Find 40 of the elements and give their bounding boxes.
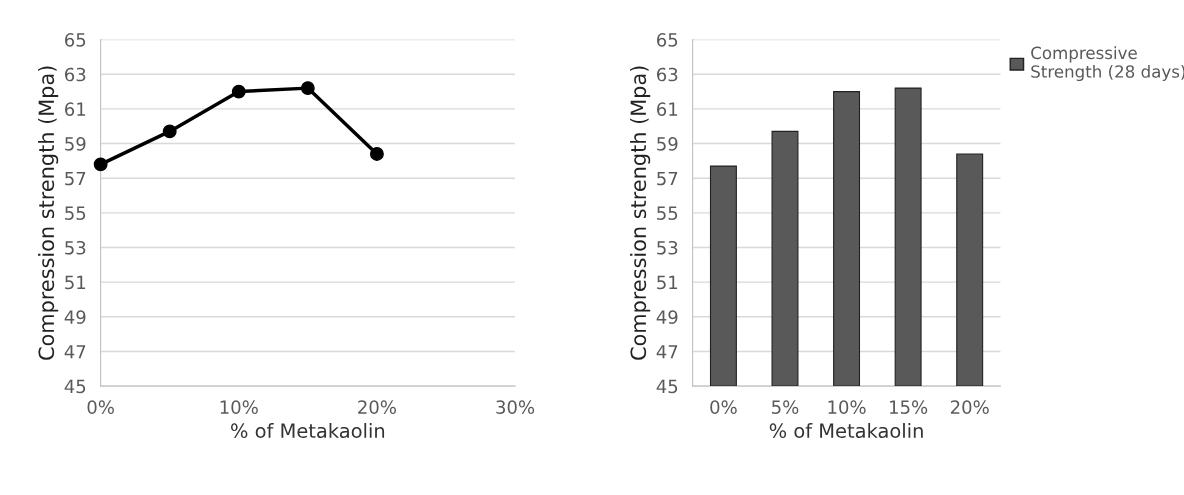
y-axis-title: Compression strength (Mpa) bbox=[630, 66, 651, 360]
x-axis-title: % of Metakaolin bbox=[769, 423, 923, 439]
y-tick-label: 55 bbox=[65, 206, 86, 220]
point bbox=[93, 157, 108, 172]
y-tick-label: 57 bbox=[65, 171, 86, 186]
x-tick-label: 0% bbox=[710, 400, 737, 414]
point bbox=[231, 84, 246, 99]
y-tick-label: 61 bbox=[65, 102, 86, 117]
y-tick-label: 47 bbox=[656, 345, 678, 359]
y-tick-label: 45 bbox=[656, 379, 678, 394]
y-axis-title: Compression strength (Mpa) bbox=[38, 66, 59, 360]
y-tick-label: 53 bbox=[65, 240, 86, 255]
x-tick-label: 15% bbox=[890, 400, 928, 414]
y-tick-label: 53 bbox=[657, 240, 678, 255]
y-tick-label: 57 bbox=[657, 171, 678, 186]
x-tick-label: 20% bbox=[950, 400, 989, 414]
y-tick-label: 63 bbox=[657, 67, 678, 82]
x-axis-title: % of Metakaolin bbox=[231, 423, 385, 439]
y-tick-label: 47 bbox=[64, 345, 86, 359]
point bbox=[369, 146, 384, 161]
y-tick-label: 65 bbox=[65, 33, 86, 47]
y-tick-label: 55 bbox=[657, 206, 678, 220]
y-tick-label: 59 bbox=[657, 137, 678, 151]
y-tick-label: 59 bbox=[65, 137, 86, 151]
y-tick-label: 51 bbox=[65, 275, 86, 290]
y-tick-label: 63 bbox=[65, 67, 86, 82]
x-tick-label: 0% bbox=[87, 400, 114, 414]
y-tick-label: 45 bbox=[64, 379, 86, 394]
point bbox=[300, 81, 315, 96]
point bbox=[162, 124, 177, 139]
x-tick-label: 10% bbox=[828, 400, 866, 414]
x-tick-label: 5% bbox=[772, 400, 799, 414]
y-tick-label: 51 bbox=[657, 275, 678, 290]
y-tick-label: 65 bbox=[657, 33, 678, 47]
x-tick-label: 20% bbox=[358, 400, 396, 414]
y-tick-label: 49 bbox=[656, 310, 678, 324]
x-tick-label: 10% bbox=[220, 400, 258, 414]
y-tick-label: 49 bbox=[64, 310, 86, 324]
x-tick-label: 30% bbox=[496, 400, 535, 414]
y-tick-label: 61 bbox=[657, 102, 678, 117]
